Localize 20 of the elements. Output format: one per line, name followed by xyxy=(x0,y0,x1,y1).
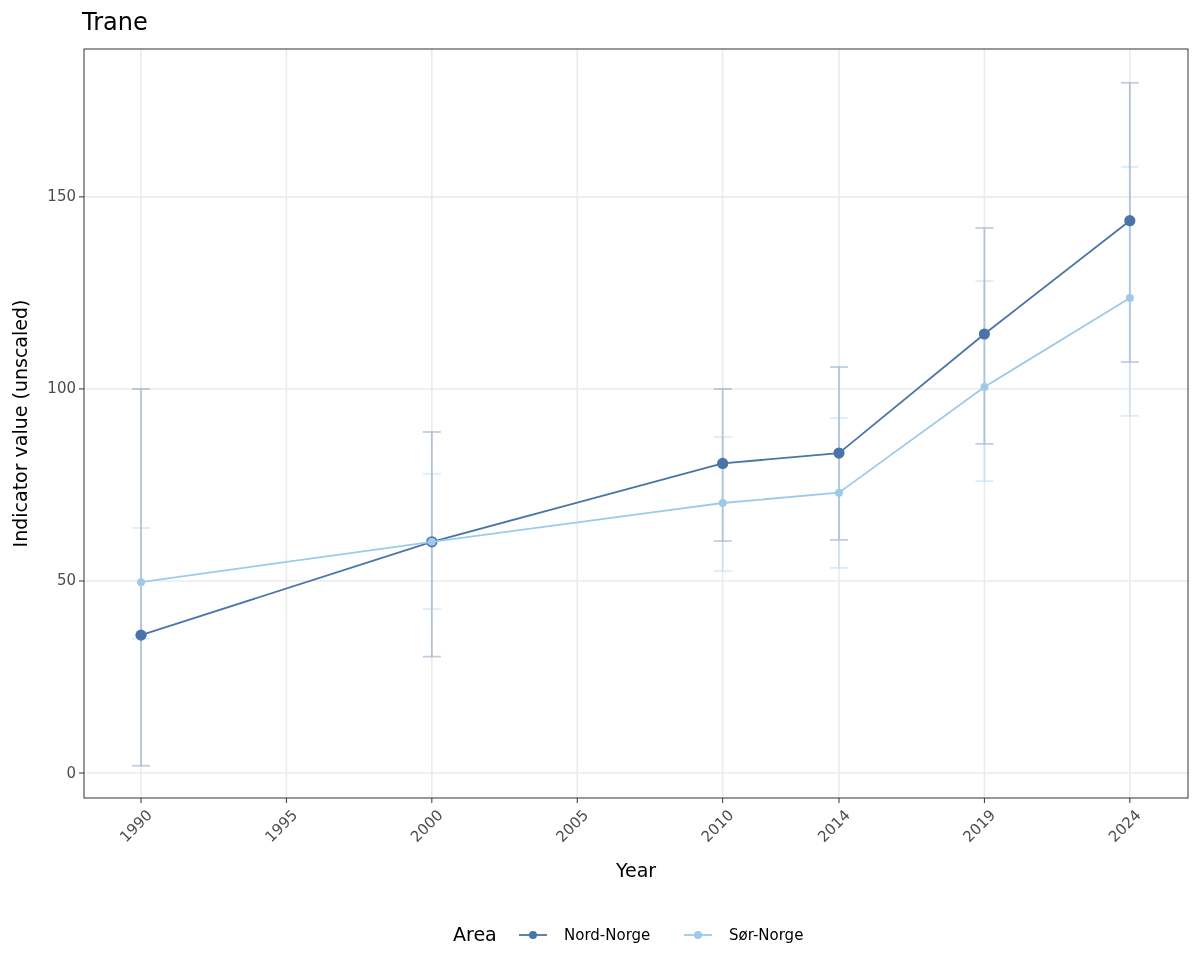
y-tick-label: 150 xyxy=(47,187,76,206)
point xyxy=(135,629,147,641)
legend-label: Sør-Norge xyxy=(729,925,804,944)
point xyxy=(717,457,729,470)
point xyxy=(833,447,845,459)
x-axis-title: Year xyxy=(614,859,657,881)
point xyxy=(1124,215,1136,227)
y-tick-label: 100 xyxy=(47,379,76,398)
y-axis-title: Indicator value (unscaled) xyxy=(9,299,31,548)
point xyxy=(835,488,843,497)
point xyxy=(718,499,727,508)
point xyxy=(137,578,145,587)
y-tick-label: 0 xyxy=(66,763,76,782)
chart-title: Trane xyxy=(81,8,148,36)
legend-label: Nord-Norge xyxy=(564,925,651,944)
legend-title: Area xyxy=(453,922,497,945)
point xyxy=(980,383,989,392)
point xyxy=(1125,293,1134,302)
y-tick-label: 50 xyxy=(56,571,76,590)
point xyxy=(978,328,991,340)
